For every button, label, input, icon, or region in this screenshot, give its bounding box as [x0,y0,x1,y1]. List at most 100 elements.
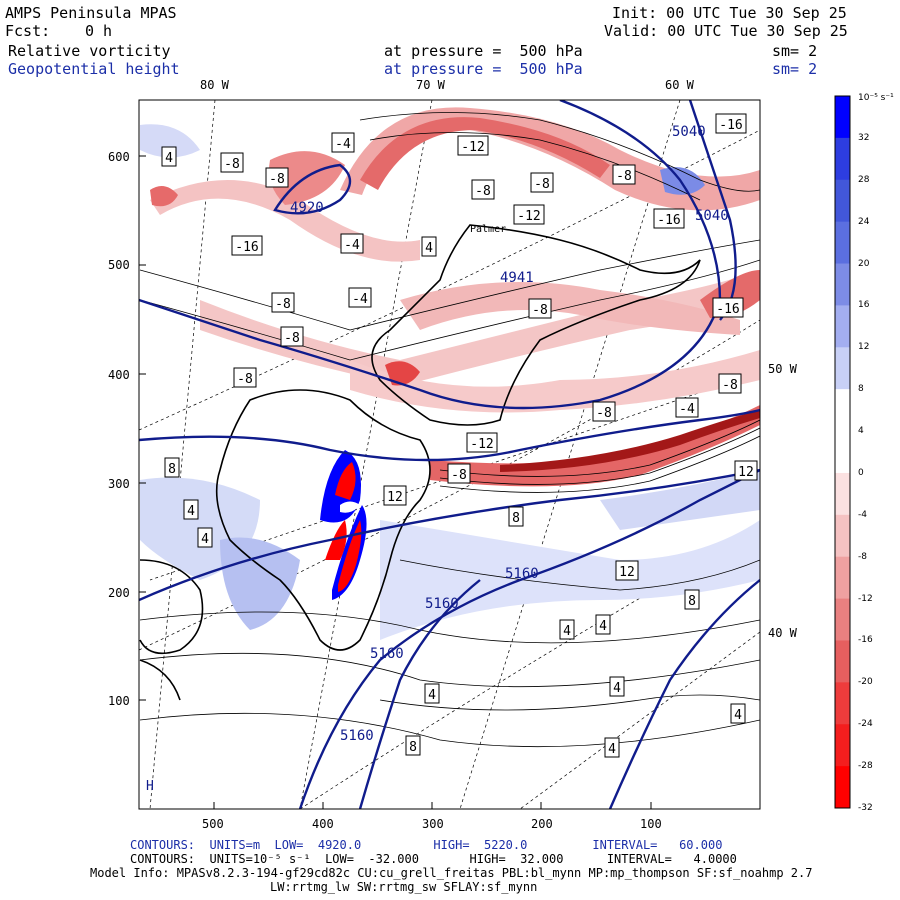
colorbar-swatch [835,682,850,725]
height-label-5040-a: 5040 [672,124,706,140]
vorticity-contour-label: -8 [220,152,244,173]
vorticity-contour-label: -12 [466,432,498,453]
vorticity-contour-label: 4 [604,737,620,758]
svg-text:-8: -8 [451,468,467,483]
colorbar-tick-label: -12 [858,593,873,604]
vorticity-contour-label: -16 [231,235,263,256]
height-label-5160-b: 5160 [425,596,459,612]
vorticity-contour-label: 4 [730,703,746,724]
height-label-5160-d: 5160 [340,728,374,744]
colorbar-border [834,95,851,809]
coastlines [139,224,701,701]
colorbar-tick-label: 8 [858,384,864,395]
vorticity-contour-label: -16 [653,208,685,229]
svg-text:-16: -16 [716,302,739,317]
svg-text:8: 8 [168,462,176,477]
vorticity-contour-label: -8 [718,373,742,394]
lon-label-40w: 40 W [768,626,797,640]
init-time: Init: 00 UTC Tue 30 Sep 25 [612,4,847,22]
svg-text:4: 4 [428,688,436,703]
vorticity-contour-label: -8 [280,326,304,347]
axis-ticks [139,155,652,809]
svg-text:-12: -12 [470,437,493,452]
colorbar-tick-label: 24 [858,216,870,227]
high-marker: H [146,779,154,794]
x-tick-300: 300 [422,817,444,831]
colorbar-tick-label: 16 [858,300,870,311]
svg-text:-8: -8 [275,297,291,312]
svg-text:-16: -16 [657,213,680,228]
lon-label-70w: 70 W [416,78,445,92]
x-tick-500: 500 [202,817,224,831]
svg-text:-8: -8 [224,157,240,172]
footer-physics-info: LW:rrtmg_lw SW:rrtmg_sw SFLAY:sf_mynn [270,880,538,894]
lon-label-60w: 60 W [665,78,694,92]
colorbar-swatch [835,137,850,181]
svg-text:12: 12 [738,465,754,480]
colorbar-tick-label: -8 [858,551,867,562]
forecast-label: Fcst: [5,22,51,40]
y-tick-500: 500 [108,258,130,272]
vorticity-contour-label: -4 [340,233,364,254]
vorticity-contour-label: 12 [615,560,639,581]
field-name-height: Geopotential height [8,60,180,78]
height-contour-5160 [139,468,760,602]
vorticity-contour-label: -8 [271,292,295,313]
footer-model-info: Model Info: MPASv8.2.3-194-gf29cd82c CU:… [90,866,813,880]
colorbar-swatch [835,640,850,683]
west-coast-south [139,659,181,701]
height-contour-5040-east [688,100,737,321]
lon-label-80w: 80 W [200,78,229,92]
vorticity-contour-label: -8 [471,179,495,200]
x-tick-400: 400 [312,817,334,831]
footer-height-contours: CONTOURS: UNITS=m LOW= 4920.0 HIGH= 5220… [130,838,723,852]
vorticity-contour-label: 8 [405,735,421,756]
colorbar-tick-label: 0 [858,467,864,478]
place-label-palmer: Palmer [470,224,506,235]
height-contour-5040 [139,100,722,410]
svg-text:-4: -4 [344,238,360,253]
colorbar-unit: 10⁻⁵ s⁻¹ [858,93,894,103]
height-contours [139,100,760,809]
svg-text:4: 4 [599,619,607,634]
meridian-70w [299,100,433,809]
svg-text:4: 4 [608,742,616,757]
vorticity-contour-label: 8 [508,506,524,527]
vorticity-contour-label: -16 [712,297,744,318]
svg-text:4: 4 [187,504,195,519]
svg-text:-8: -8 [237,372,253,387]
vorticity-contour-label: -8 [612,164,636,185]
colorbar-tick-label: 4 [858,426,864,437]
svg-text:-4: -4 [352,292,368,307]
vorticity-contour-label: 4 [421,236,437,257]
field-level-vorticity: at pressure = 500 hPa [384,42,583,60]
svg-text:-16: -16 [235,240,258,255]
colorbar [835,96,850,809]
vorticity-contour-label: -4 [675,397,699,418]
colorbar-tick-label: -4 [858,509,867,520]
colorbar-tick-label: -16 [858,635,873,646]
vorticity-contour-label: -4 [348,287,372,308]
model-title: AMPS Peninsula MPAS [5,4,177,22]
vorticity-contour-label: 4 [609,676,625,697]
field-level-height: at pressure = 500 hPa [384,60,583,78]
vorticity-contour-label: 4 [183,499,199,520]
svg-text:-8: -8 [596,406,612,421]
meridian-40w [519,631,760,809]
colorbar-swatch [835,598,850,641]
svg-text:-16: -16 [719,118,742,133]
height-label-4941: 4941 [500,270,534,286]
vorticity-contour-label: -8 [447,463,471,484]
svg-text:8: 8 [688,594,696,609]
y-tick-300: 300 [108,477,130,491]
colorbar-tick-label: -24 [858,719,873,730]
svg-text:-8: -8 [722,378,738,393]
y-tick-400: 400 [108,368,130,382]
meridian-60w [459,100,681,809]
vorticity-contour-label: 4 [161,146,177,167]
colorbar-swatch [835,221,850,265]
vorticity-contour-label: -4 [331,132,355,153]
vorticity-contour-label: 4 [197,527,213,548]
vorticity-contour-label: 4 [595,614,611,635]
vorticity-contour-label: -8 [233,367,257,388]
